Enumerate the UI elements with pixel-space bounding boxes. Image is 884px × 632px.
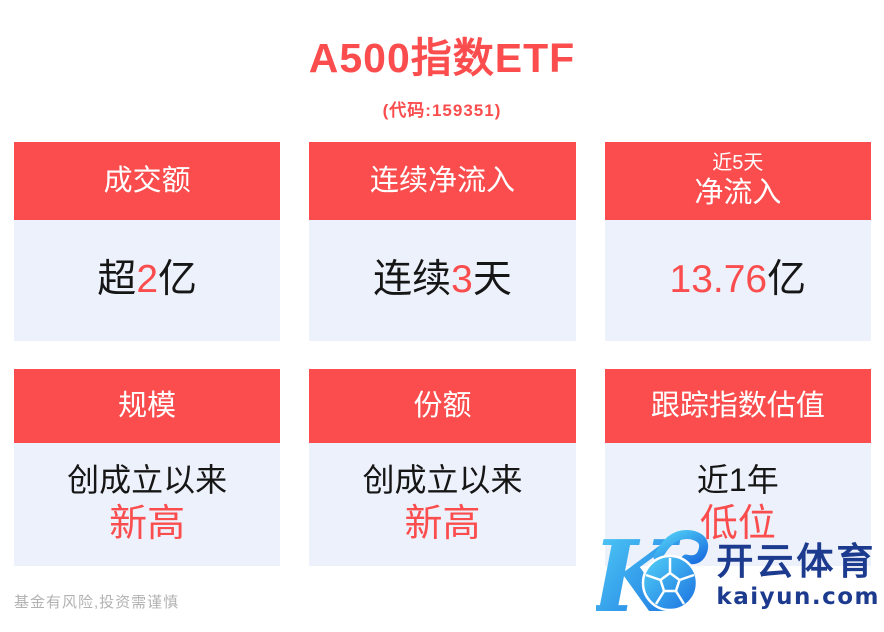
- card-body-tracked-index-valuation: 近1年低位: [604, 443, 871, 566]
- card-value-text: 创成立以来: [67, 461, 228, 498]
- card-header-consecutive-net-inflow: 连续净流入: [309, 142, 576, 220]
- card-value-line: 连续3天: [373, 257, 512, 303]
- card-net-inflow-5d: 近5天 净流入 13.76亿: [604, 142, 871, 341]
- card-header-turnover: 成交额: [14, 142, 281, 220]
- card-value-line: 13.76亿: [670, 257, 807, 303]
- card-value-highlight: 3: [451, 258, 473, 302]
- card-body-shares: 创成立以来 新高: [309, 443, 576, 566]
- card-value-highlight: 新高: [109, 503, 186, 546]
- card-tracked-index-valuation: 跟踪指数估值近1年低位: [604, 369, 871, 566]
- disclaimer-text: 基金有风险,投资需谨慎: [14, 594, 180, 611]
- card-value-line: 低位: [700, 502, 776, 547]
- card-header-aum-scale: 规模: [14, 369, 281, 443]
- kaiyun-logo-icon: K: [589, 520, 712, 632]
- card-value-line: 创成立以来: [67, 462, 227, 500]
- card-header-line: 连续净流入: [369, 164, 515, 197]
- card-value-highlight: 13.76: [669, 258, 768, 302]
- card-aum-scale: 规模 创成立以来 新高: [14, 369, 281, 566]
- card-turnover: 成交额超2亿: [14, 142, 281, 341]
- card-body-consecutive-net-inflow: 连续3天: [309, 220, 576, 341]
- card-header-line: 规模: [118, 389, 177, 422]
- cards-grid: 成交额 超2亿 连续净流入 连续3天 近5天 净流入 13.76亿 规模 创成立以来 新高 份额 创成…: [14, 142, 871, 566]
- card-value-highlight: 新高: [404, 503, 481, 546]
- card-value-line: 新高: [109, 502, 185, 547]
- card-header-line: 跟踪指数估值: [650, 389, 825, 422]
- card-value-text: 天: [472, 258, 512, 302]
- card-header-line: 近5天: [712, 152, 764, 175]
- card-value-text: 创成立以来: [362, 461, 523, 498]
- card-header-tracked-index-valuation: 跟踪指数估值: [604, 369, 871, 443]
- card-body-net-inflow-5d: 13.76亿: [604, 220, 871, 341]
- card-header-line: 净流入: [694, 176, 782, 209]
- card-consecutive-net-inflow: 连续净流入连续3天: [309, 142, 576, 341]
- watermark: K 开云体育 kaiyun.com: [589, 520, 880, 632]
- card-header-line: 成交额: [103, 164, 191, 197]
- card-value-line: 近1年: [697, 462, 779, 500]
- card-header-net-inflow-5d: 近5天 净流入: [604, 142, 871, 220]
- card-header-line: 份额: [413, 389, 472, 422]
- card-value-line: 创成立以来: [362, 462, 522, 500]
- card-body-aum-scale: 创成立以来 新高: [14, 443, 281, 566]
- page-subtitle: (代码:159351): [382, 101, 502, 120]
- card-value-line: 超2亿: [97, 257, 197, 303]
- page-title: A500指数ETF: [308, 35, 576, 81]
- card-value-text: 亿: [158, 258, 198, 302]
- watermark-brand: 开云体育: [716, 540, 877, 582]
- watermark-domain: kaiyun.com: [716, 584, 880, 611]
- card-value-text: 亿: [767, 258, 807, 302]
- card-value-text: 超: [97, 258, 137, 302]
- card-value-line: 新高: [404, 502, 480, 547]
- watermark-text: 开云体育 kaiyun.com: [716, 540, 880, 611]
- card-header-shares: 份额: [309, 369, 576, 443]
- card-body-turnover: 超2亿: [14, 220, 281, 341]
- card-shares: 份额 创成立以来 新高: [309, 369, 576, 566]
- card-value-text: 连续: [373, 258, 452, 302]
- card-value-highlight: 低位: [699, 503, 776, 546]
- card-value-text: 近1年: [696, 461, 779, 498]
- card-value-highlight: 2: [136, 258, 159, 302]
